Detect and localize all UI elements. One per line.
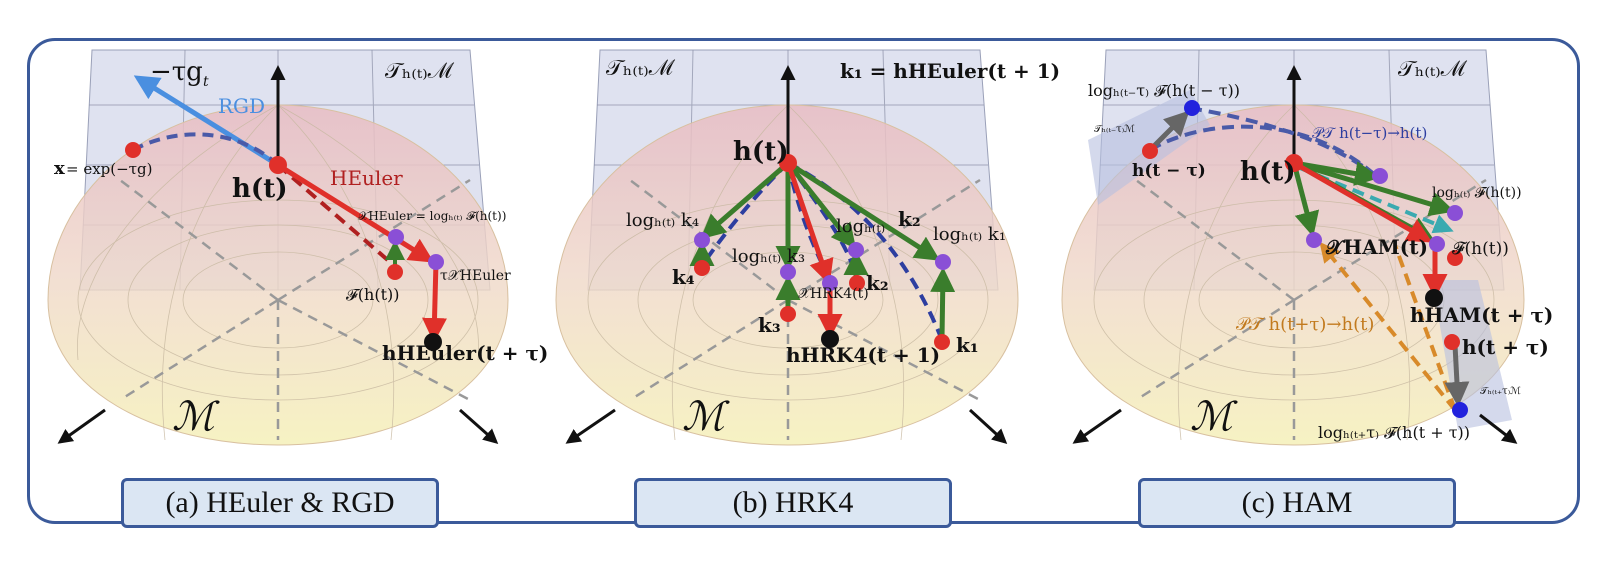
- grey-arrow-next: [1444, 344, 1470, 407]
- point-h-t-b: [779, 154, 797, 172]
- label-pt-backward: 𝒫𝒯 h(t+τ)→h(t): [1236, 314, 1374, 335]
- point-tau-chi: [428, 254, 444, 270]
- panel-a: 𝒯ₕ₍ₜ₎ℳ −τg t RGD x = exp(−τg) h(t) HEule…: [47, 49, 548, 446]
- caption-panel-c: (c) HAM: [1138, 478, 1456, 528]
- label-h-heuler-next: hHEuler(t + τ): [382, 341, 548, 365]
- axis-x-left-c: [1072, 408, 1122, 444]
- label-h-t-a: h(t): [232, 174, 288, 204]
- axis-x-left-b: [565, 408, 616, 444]
- point-log-next: [1452, 402, 1468, 418]
- label-tangent-space-c: 𝒯ₕ₍ₜ₎ℳ: [1398, 57, 1468, 82]
- label-tangent-prev: 𝒯ₕ₍ₜ₋τ₎ℳ: [1094, 124, 1135, 135]
- label-h-prev: h(t − τ): [1132, 161, 1206, 181]
- point-chi-ham: [1429, 236, 1445, 252]
- ham-red-arrow: [1292, 160, 1433, 243]
- label-h-hrk4-next: hHRK4(t + 1): [786, 343, 940, 367]
- point-h-next: [1444, 334, 1460, 350]
- label-k1: k₁: [956, 333, 979, 357]
- label-heuler: HEuler: [330, 166, 403, 190]
- label-k2: k₂: [866, 271, 889, 295]
- label-tangent-space-b: 𝒯ₕ₍ₜ₎ℳ: [606, 56, 676, 81]
- log-arrows-b: [689, 160, 956, 339]
- pt-backward-dashed: [1319, 241, 1457, 412]
- label-k1-def: k₁ = hHEuler(t + 1): [840, 59, 1060, 83]
- panel-c: 𝒯ₕ₍ₜ₎ℳ logₕ₍ₜ₋τ₎ 𝓕(h(t − τ)) 𝒯ₕ₍ₜ₋τ₎ℳ 𝒫𝒯…: [1061, 49, 1553, 446]
- label-F-h-a: 𝓕(h(t)): [346, 285, 400, 304]
- label-log-k3: logₕ₍ₜ₎ k₃: [732, 246, 805, 267]
- point-chi-ham-a: [1306, 232, 1322, 248]
- point-log-prev: [1184, 100, 1200, 116]
- panel-b: 𝒯ₕ₍ₜ₎ℳ k₁ = hHEuler(t + 1) h(t) logₕ₍ₜ₎ …: [555, 49, 1060, 446]
- point-k4: [694, 260, 710, 276]
- label-manifold-a: ℳ: [172, 394, 220, 440]
- label-log-prev: logₕ₍ₜ₋τ₎ 𝓕(h(t − τ)): [1088, 81, 1240, 100]
- point-pt-forward: [1372, 168, 1388, 184]
- point-log-k4: [694, 232, 710, 248]
- point-h-hrk4-next: [821, 330, 839, 348]
- label-k2-top: k₂: [898, 207, 921, 231]
- grey-arrow-prev: [1148, 110, 1190, 152]
- label-h-t-c: h(t): [1240, 157, 1296, 187]
- axis-x-left-a: [57, 408, 106, 444]
- manifold-axes-dashed-a: [119, 178, 471, 440]
- point-h-ham-next: [1425, 289, 1443, 307]
- label-tau-chi: τ𝒳HEuler: [440, 268, 511, 284]
- label-tangent-next: 𝒯ₕ₍ₜ₊τ₎ℳ: [1480, 386, 1521, 397]
- label-log-F: logₕ₍ₜ₎ 𝓕(h(t)): [1432, 185, 1522, 201]
- point-log-k2: [848, 242, 864, 258]
- label-chi-hrk4: 𝒳HRK4(t): [798, 286, 869, 302]
- point-x-next: [125, 142, 141, 158]
- heuler-dashed-line: [276, 163, 392, 264]
- axis-x-right-b: [968, 408, 1008, 445]
- label-h-ham-next: hHAM(t + τ): [1410, 303, 1553, 327]
- axis-x-right-c: [1479, 413, 1518, 444]
- point-chi-heuler: [388, 229, 404, 245]
- point-k2: [849, 275, 865, 291]
- point-k3: [780, 306, 796, 322]
- caption-panel-a: (a) HEuler & RGD: [121, 478, 439, 528]
- label-chi-ham: 𝒳HAM(t): [1325, 235, 1428, 259]
- point-log-k1: [935, 254, 951, 270]
- label-x-next: x: [54, 158, 65, 179]
- label-pt-forward: 𝒫𝒯 h(t−τ)→h(t): [1312, 124, 1427, 142]
- label-chi-heuler: 𝒳HEuler = logₕ₍ₜ₎ 𝓕(h(t)): [358, 209, 506, 223]
- rgd-geodesic-dashed: [132, 132, 280, 167]
- axis-x-right-a: [459, 408, 499, 444]
- point-F-h-c: [1447, 250, 1463, 266]
- point-h-prev: [1142, 143, 1158, 159]
- label-neg-grad: −τg: [150, 57, 203, 87]
- point-log-F-c: [1447, 205, 1463, 221]
- label-F-h-c: 𝓕(h(t)): [1452, 239, 1509, 259]
- pt-forward-dashed: [1148, 124, 1377, 177]
- label-log-k4: logₕ₍ₜ₎ k₄: [626, 210, 699, 231]
- label-log-next: logₕ₍ₜ₊τ₎ 𝓕(h(t + τ)): [1318, 423, 1470, 442]
- label-manifold-c: ℳ: [1190, 394, 1238, 440]
- caption-panel-b: (b) HRK4: [634, 478, 952, 528]
- label-k3: k₃: [758, 313, 781, 337]
- heuler-projection-arrow: [422, 261, 448, 343]
- label-h-next: h(t + τ): [1462, 335, 1549, 359]
- manifold-grid-a: [76, 104, 480, 441]
- point-log-k3: [780, 264, 796, 280]
- label-x-next-rest: = exp(−τg): [66, 160, 152, 178]
- point-F-h-a: [387, 264, 403, 280]
- point-chi-hrk4: [822, 275, 838, 291]
- label-rgd: RGD: [218, 94, 265, 118]
- label-log-k3b: logₕ₍ₜ₎: [836, 216, 885, 237]
- point-h-t-c: [1285, 154, 1303, 172]
- label-k4: k₄: [672, 265, 695, 289]
- label-manifold-b: ℳ: [682, 394, 730, 440]
- point-k1: [934, 334, 950, 350]
- hrk4-arrow: [785, 162, 834, 285]
- point-h-heuler-next: [424, 333, 442, 351]
- label-tangent-space-a: 𝒯ₕ₍ₜ₎ℳ: [385, 59, 455, 84]
- label-h-t-b: h(t): [733, 137, 789, 167]
- label-log-k1: logₕ₍ₜ₎ k₁: [933, 224, 1006, 245]
- label-neg-grad-sub: t: [203, 74, 209, 90]
- point-h-t-a: [269, 156, 287, 174]
